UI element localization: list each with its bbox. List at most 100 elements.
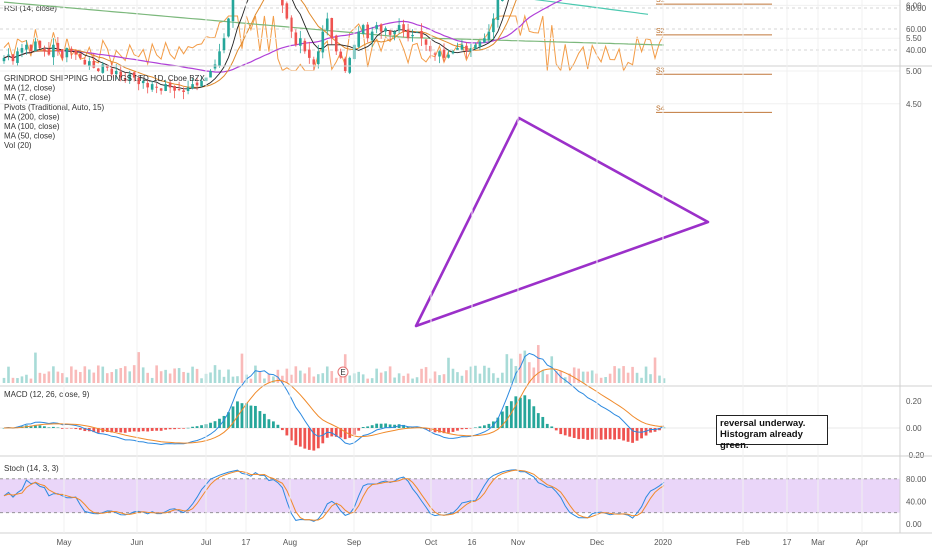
x-tick-label: Oct (425, 538, 438, 547)
volume-bar (191, 366, 194, 383)
macd-histogram-bar (613, 428, 617, 440)
macd-histogram-bar (29, 425, 33, 428)
volume-bar (132, 365, 136, 383)
candle-body (105, 65, 109, 68)
candle-body (96, 68, 100, 71)
volume-bar (415, 377, 419, 383)
price-tick-label: 5.00 (906, 67, 922, 76)
macd-histogram-bar (563, 428, 567, 436)
candle-body (366, 24, 369, 39)
volume-bar (159, 371, 163, 383)
macd-tick-label: 0.20 (906, 397, 922, 406)
legend-entry: Vol (20) (4, 141, 32, 150)
volume-bar (545, 374, 549, 383)
candle-body (303, 40, 307, 52)
macd-histogram-bar (604, 428, 608, 440)
stoch-tick-label: 40.00 (906, 497, 927, 506)
stoch-d-line (3, 469, 665, 521)
volume-bar (231, 376, 235, 383)
candle-body (186, 87, 190, 91)
volume-bar (128, 371, 132, 383)
pivot-label: S3 (656, 67, 665, 74)
macd-histogram-bar (213, 421, 217, 428)
volume-bar (141, 367, 145, 383)
macd-histogram-bar (150, 428, 154, 431)
volume-bar (29, 378, 33, 383)
macd-histogram-bar (554, 428, 558, 431)
candle-body (492, 18, 495, 33)
candle-body (195, 82, 199, 86)
volume-bar (357, 371, 360, 383)
candle-body (370, 31, 374, 41)
candle-body (348, 57, 352, 73)
macd-tick-label: 0.00 (906, 424, 922, 433)
volume-bar (523, 350, 527, 383)
macd-histogram-bar (47, 427, 51, 428)
candle-body (141, 80, 145, 84)
volume-bar (581, 371, 585, 383)
volume-bar (658, 375, 661, 383)
candle-body (173, 86, 176, 91)
volume-bar (119, 367, 123, 383)
volume-bar (88, 369, 91, 383)
macd-histogram-bar (236, 401, 239, 428)
macd-histogram-bar (649, 428, 652, 433)
volume-bar (478, 373, 482, 383)
macd-histogram-bar (200, 425, 203, 428)
macd-histogram-bar (186, 427, 190, 429)
volume-bar (572, 367, 576, 383)
volume-bar (254, 365, 257, 383)
candle-body (420, 30, 423, 39)
candle-body (316, 51, 320, 65)
candle-body (114, 71, 118, 75)
volume-bar (56, 371, 60, 383)
volume-bar (483, 365, 486, 383)
pivot-label: S2 (656, 28, 665, 35)
legend-entry: MA (12, close) (4, 84, 55, 93)
volume-bar (622, 366, 625, 383)
x-tick-label: Jul (201, 538, 211, 547)
volume-bar (92, 372, 96, 383)
candle-body (393, 31, 396, 35)
macd-histogram-bar (249, 405, 253, 428)
volume-bar (186, 372, 190, 383)
volume-bar (137, 352, 140, 383)
candle-body (334, 35, 338, 52)
macd-histogram-bar (325, 428, 329, 438)
volume-bar (330, 371, 334, 383)
volume-bar (532, 367, 536, 383)
macd-histogram-bar (218, 418, 221, 428)
candle-body (308, 49, 311, 58)
macd-histogram-bar (191, 426, 194, 428)
volume-bar (20, 376, 24, 383)
candle-body (375, 25, 378, 30)
macd-histogram-bar (43, 426, 46, 428)
macd-histogram-bar (662, 427, 666, 429)
volume-bar (465, 370, 468, 383)
candle-body (325, 18, 329, 30)
macd-histogram-bar (69, 428, 73, 429)
volume-bar (123, 366, 127, 383)
macd-histogram-bar (280, 428, 284, 431)
volume-bar (146, 372, 149, 383)
volume-bar (25, 374, 28, 383)
macd-histogram-bar (590, 428, 594, 440)
macd-histogram-bar (487, 423, 491, 428)
macd-histogram-bar (231, 406, 235, 428)
candle-body (451, 51, 455, 54)
macd-histogram-bar (159, 428, 163, 431)
volume-bar (249, 378, 253, 383)
volume-bar (438, 375, 441, 383)
macd-histogram-bar (96, 428, 100, 433)
volume-bar (492, 373, 495, 383)
volume-bar (487, 367, 491, 383)
candle-body (501, 0, 504, 2)
price-tick-label: 6.00 (906, 1, 922, 10)
volume-bar (281, 375, 284, 383)
legend-entry: MA (50, close) (4, 132, 55, 141)
macd-histogram-bar (518, 397, 522, 428)
candle-body (164, 84, 167, 91)
price-pane: 8.508.007.507.006.506.005.505.004.50R4R3… (0, 0, 922, 383)
macd-histogram-bar (379, 423, 383, 428)
